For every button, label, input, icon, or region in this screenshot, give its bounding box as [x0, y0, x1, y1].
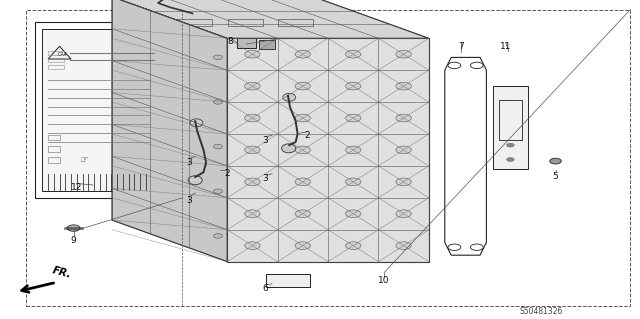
Circle shape [507, 100, 515, 104]
Circle shape [507, 158, 515, 161]
Text: 10: 10 [378, 276, 390, 285]
Text: FR.: FR. [51, 265, 72, 280]
Circle shape [295, 114, 310, 122]
Text: 8: 8 [228, 37, 233, 46]
Circle shape [295, 146, 310, 154]
Bar [259, 40, 275, 49]
Circle shape [244, 178, 260, 186]
Circle shape [396, 210, 412, 218]
Circle shape [346, 242, 361, 249]
Circle shape [214, 234, 223, 238]
Circle shape [295, 82, 310, 90]
Circle shape [550, 158, 561, 164]
Bar [237, 38, 256, 48]
Circle shape [244, 114, 260, 122]
Bar [48, 135, 60, 140]
Circle shape [507, 143, 515, 147]
Text: 2: 2 [305, 131, 310, 140]
Circle shape [244, 82, 260, 90]
Ellipse shape [283, 93, 296, 101]
Circle shape [244, 210, 260, 218]
Circle shape [214, 100, 223, 104]
Text: 2: 2 [225, 169, 230, 178]
Bar [493, 86, 528, 169]
Text: 3: 3 [263, 174, 268, 183]
Text: ☞: ☞ [79, 155, 88, 165]
Text: 9: 9 [71, 236, 76, 245]
Bar [48, 146, 60, 152]
Text: 3: 3 [186, 197, 191, 205]
Text: 11: 11 [500, 42, 511, 51]
Circle shape [67, 225, 80, 231]
Polygon shape [112, 0, 429, 38]
Circle shape [346, 146, 361, 154]
Circle shape [214, 145, 223, 149]
Circle shape [214, 55, 223, 60]
Text: S50481326: S50481326 [519, 307, 563, 316]
Ellipse shape [282, 144, 296, 153]
Circle shape [346, 178, 361, 186]
Text: 7: 7 [458, 42, 463, 51]
Circle shape [295, 210, 310, 218]
Circle shape [244, 146, 260, 154]
Circle shape [396, 50, 412, 58]
Circle shape [507, 115, 515, 118]
Text: CA4: CA4 [58, 52, 68, 57]
Polygon shape [227, 38, 429, 262]
Circle shape [346, 114, 361, 122]
Circle shape [507, 129, 515, 133]
Bar [48, 51, 64, 55]
Bar [48, 157, 60, 163]
Circle shape [346, 210, 361, 218]
Circle shape [396, 178, 412, 186]
Text: 3: 3 [263, 136, 268, 145]
Ellipse shape [188, 176, 202, 185]
Circle shape [346, 50, 361, 58]
Circle shape [396, 146, 412, 154]
Circle shape [396, 114, 412, 122]
Circle shape [214, 189, 223, 194]
Circle shape [295, 50, 310, 58]
Bar [499, 100, 522, 140]
Circle shape [396, 82, 412, 90]
Bar [42, 29, 157, 191]
Bar [266, 274, 310, 287]
Circle shape [346, 82, 361, 90]
Circle shape [295, 178, 310, 186]
Circle shape [244, 50, 260, 58]
Circle shape [396, 242, 412, 249]
Ellipse shape [190, 119, 203, 127]
Bar [35, 22, 163, 198]
Polygon shape [112, 0, 227, 262]
Circle shape [244, 242, 260, 249]
Bar [48, 58, 64, 62]
Bar [48, 65, 64, 69]
Text: 3: 3 [186, 158, 191, 167]
Text: 5: 5 [553, 172, 558, 181]
Circle shape [295, 242, 310, 249]
Text: 12: 12 [71, 183, 83, 192]
Text: 6: 6 [263, 284, 268, 293]
